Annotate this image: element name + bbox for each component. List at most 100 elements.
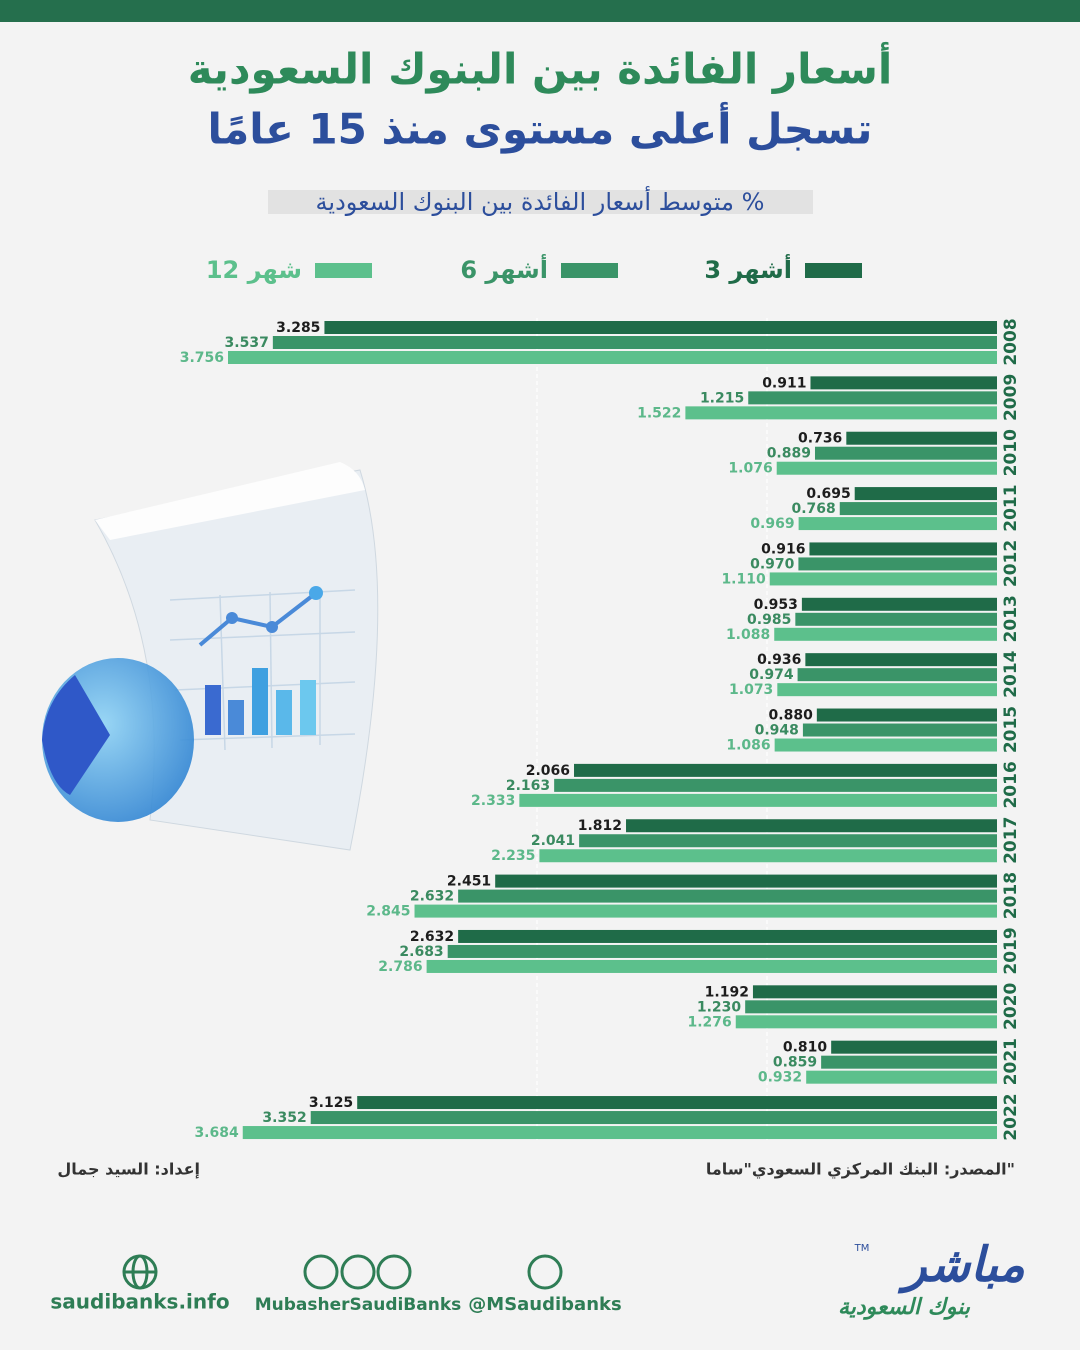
bar [795,612,997,626]
bar [814,446,997,460]
bar [802,723,997,737]
trademark: TM [854,1243,870,1254]
bar [809,542,997,556]
bar [846,431,997,445]
value-label: 1.812 [578,818,622,834]
value-label: 2.632 [410,929,454,945]
value-label: 3.285 [276,320,320,336]
value-label: 3.352 [262,1110,306,1126]
value-label: 0.948 [755,723,799,739]
bar [228,351,997,364]
grid [536,318,768,1140]
title: أسعار الفائدة بين البنوك السعودية [188,42,893,95]
value-label: 0.695 [806,486,850,502]
value-label: 0.953 [754,597,798,613]
bar [748,391,997,405]
bar [839,502,997,516]
bar [798,517,997,531]
bar [798,557,997,571]
axis-label: متوسط أسعار الفائدة بين البنوك السعودية … [316,186,765,216]
bar [776,461,997,475]
value-label: 1.215 [700,390,744,406]
bar [777,683,997,697]
bar [735,1015,997,1029]
source: المصدر: البنك المركزي السعودي"ساما" [706,1160,1015,1180]
bar [324,321,998,334]
social: MubasherSaudiBanks [255,1295,462,1315]
bar [745,1000,997,1014]
value-label: 1.192 [705,984,749,1000]
bar [458,929,997,943]
value-label: 1.522 [637,405,681,421]
value-label: 3.125 [309,1095,353,1111]
value-label: 0.916 [761,541,805,557]
value-label: 1.088 [726,627,770,643]
bar [774,738,997,752]
value-label: 3.537 [225,335,269,351]
y-tick-label: 2017 [1001,817,1021,864]
value-label: 2.683 [399,944,443,960]
legend-label: 3 أشهر [704,254,792,284]
value-label: 1.110 [721,571,766,587]
y-tick-label: 2018 [1001,872,1021,919]
bar [801,597,997,611]
legend-swatch [561,263,618,278]
value-label: 2.786 [378,959,422,975]
y-tick-label: 2015 [1001,706,1021,753]
value-label: 0.736 [798,431,842,447]
legend-label: 12 شهر [206,256,302,284]
twitter: @MSaudibanks [468,1294,621,1315]
value-label: 2.451 [447,874,491,890]
y-tick-label: 2020 [1001,982,1021,1029]
bar [797,668,997,682]
bar [426,959,997,973]
axis-label-bg [268,190,813,214]
y-tick-label: 2009 [1001,374,1021,421]
illustration [42,462,379,851]
bar [805,653,997,667]
y-tick-label: 2013 [1001,595,1021,642]
value-label: 0.859 [773,1055,817,1071]
value-label: 0.936 [757,652,801,668]
bar [752,985,997,999]
bar [495,874,997,888]
bar [447,944,997,958]
bar [774,627,997,641]
value-label: 0.880 [769,708,814,724]
value-label: 2.632 [410,889,454,905]
logo: مباشر [897,1237,1025,1294]
bar [242,1126,997,1140]
logo-sub: بنوك السعودية [838,1295,971,1320]
author: إعداد: السيد جمال [57,1160,200,1179]
value-label: 1.230 [697,999,742,1015]
y-tick-label: 2016 [1001,761,1021,808]
value-label: 2.163 [506,778,550,794]
bar [458,889,997,903]
y-tick-label: 2021 [1001,1038,1021,1085]
y-tick-label: 2012 [1001,540,1021,587]
value-label: 0.768 [791,501,835,517]
bar [554,778,997,792]
value-label: 0.974 [749,667,794,683]
value-label: 1.276 [687,1014,731,1030]
value-label: 2.235 [491,848,535,864]
legend-swatch [805,263,862,278]
value-label: 0.889 [767,446,811,462]
bar [414,904,997,918]
bar [574,763,997,777]
value-label: 3.756 [180,350,224,366]
bar [685,406,997,420]
bar [579,834,997,848]
website: saudibanks.info [50,1290,229,1314]
bar [519,793,997,807]
bar [810,376,997,390]
value-label: 0.985 [747,612,791,628]
value-label: 2.041 [531,833,575,849]
footer-icons [122,1254,563,1290]
bar [831,1040,997,1054]
bar [769,572,997,586]
value-label: 2.066 [526,763,570,779]
bar [357,1096,997,1110]
value-label: 0.911 [762,375,806,391]
